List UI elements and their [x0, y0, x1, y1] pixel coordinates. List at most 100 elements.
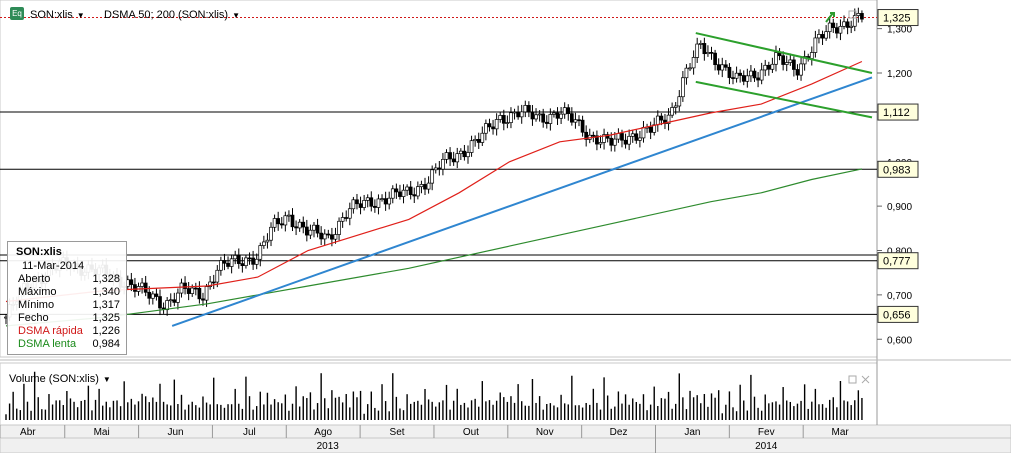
volume-maximize-icon[interactable] — [848, 375, 857, 384]
year-label: 2014 — [755, 441, 778, 452]
candle-body — [648, 126, 653, 133]
volume-bars — [5, 371, 863, 420]
candle-body — [505, 122, 510, 124]
candle-body — [380, 198, 384, 200]
candle-body — [333, 234, 338, 240]
candle-body — [827, 22, 832, 33]
data-window-date: 11-Mar-2014 — [22, 260, 85, 272]
candle-body — [770, 63, 775, 70]
candle-body — [756, 77, 760, 81]
blue-trendline — [171, 76, 873, 327]
candle-body — [390, 188, 395, 199]
volume-close-icon[interactable] — [861, 375, 870, 384]
price-tag-box — [877, 103, 919, 121]
candle-body — [240, 263, 245, 266]
candle-body — [681, 77, 685, 98]
y-tick-label: 0,600 — [887, 335, 912, 346]
volume-label: Volume (SON:xlis) — [9, 373, 99, 385]
indicator-selector[interactable]: DSMA 50; 200 (SON:xlis) ▼ — [104, 9, 240, 21]
y-tick-label: 1,200 — [887, 69, 912, 80]
month-label: Dez — [610, 427, 628, 438]
candle-body — [272, 218, 277, 228]
symbol-label: SON:xlis — [30, 9, 73, 21]
row-value: 1,317 — [92, 299, 120, 311]
candle-body — [344, 217, 349, 219]
green-trendline — [695, 32, 873, 74]
data-window-row: Mínimo 1,317 — [18, 299, 122, 312]
candle-body — [412, 194, 417, 197]
candle-body — [555, 112, 560, 119]
month-label: Set — [390, 427, 405, 438]
candle-body — [340, 217, 345, 222]
candle-body — [501, 115, 506, 124]
candle-body — [401, 189, 406, 197]
candle-body — [548, 114, 553, 124]
candle-body — [186, 288, 191, 294]
candle-body — [845, 21, 850, 28]
candle-body — [304, 226, 309, 236]
month-label: Ago — [314, 427, 332, 438]
candle-body — [638, 137, 642, 141]
month-label: Jan — [684, 427, 700, 438]
candle-body — [620, 133, 624, 141]
price-pane[interactable] — [0, 0, 878, 358]
candle-body — [326, 233, 331, 236]
candle-body — [319, 232, 324, 240]
candle-body — [222, 260, 227, 264]
candle-body — [347, 208, 352, 219]
price-tag-box — [877, 252, 919, 270]
candle-body — [745, 75, 750, 82]
row-label: DSMA lenta — [18, 338, 77, 350]
data-window-title: SON:xlis — [16, 246, 62, 258]
candle-body — [498, 115, 503, 120]
candle-body — [655, 115, 660, 126]
candle-body — [484, 123, 488, 134]
month-label: Mai — [94, 427, 110, 438]
candle-body — [430, 169, 435, 184]
candle-body — [322, 233, 327, 240]
candle-body — [376, 198, 381, 208]
candle-body — [580, 119, 585, 133]
candle-body — [455, 153, 460, 163]
equity-badge-icon[interactable]: Eq — [10, 7, 24, 20]
candle-body — [566, 107, 571, 114]
row-label: Mínimo — [18, 299, 55, 311]
price-tag-box — [877, 305, 919, 323]
candle-body — [143, 282, 148, 293]
volume-selector[interactable]: Volume (SON:xlis) ▼ — [9, 373, 111, 385]
candle-body — [519, 111, 524, 118]
candle-body — [612, 138, 617, 146]
chevron-down-icon: ▼ — [76, 11, 85, 20]
chevron-down-icon: ▼ — [102, 375, 111, 384]
candle-body — [150, 293, 155, 299]
candle-body — [215, 269, 220, 283]
date-axis — [0, 424, 1011, 453]
data-window-row: Máximo 1,340 — [18, 286, 122, 299]
candle-body — [283, 215, 288, 226]
candle-body — [312, 224, 316, 231]
candle-body — [820, 34, 825, 39]
candle-body — [408, 186, 413, 195]
candle-body — [591, 134, 596, 137]
candle-body — [294, 226, 298, 229]
maximize-pane-icon[interactable] — [848, 10, 857, 19]
candle-body — [480, 132, 485, 143]
candle-body — [659, 115, 664, 121]
candle-body — [817, 34, 821, 39]
row-value: 1,226 — [92, 325, 120, 337]
candle-body — [684, 67, 689, 79]
row-value: 0,984 — [92, 338, 120, 350]
candle-body — [781, 55, 785, 65]
candle-body — [759, 69, 764, 81]
candle-body — [774, 52, 778, 65]
candle-body — [713, 52, 717, 66]
candle-body — [247, 257, 252, 260]
fast-ma-line — [5, 60, 863, 303]
drawing-tool-icon[interactable] — [825, 12, 835, 23]
candle-body — [276, 218, 281, 225]
candle-body — [784, 62, 789, 65]
candle-body — [147, 291, 152, 299]
candle-body — [405, 186, 409, 191]
symbol-selector[interactable]: SON:xlis ▼ — [30, 9, 85, 21]
